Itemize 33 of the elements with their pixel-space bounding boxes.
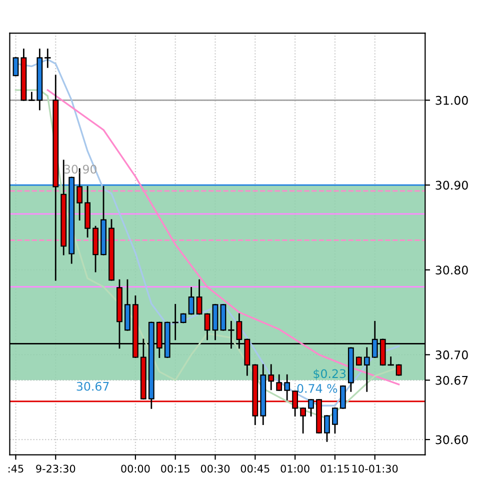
candlestick [284, 374, 290, 400]
y-tick-label: 31.00 [436, 96, 468, 105]
candlestick [332, 407, 338, 434]
y-tick-label: 30.70 [436, 350, 468, 360]
x-tick-label: 9-23:30 [36, 464, 76, 473]
candlestick [188, 286, 194, 315]
candlestick [396, 364, 402, 376]
candlestick [12, 57, 19, 76]
y-tick-label: 30.80 [436, 266, 468, 275]
candlestick [276, 374, 282, 392]
candlestick [268, 364, 274, 390]
y-tick-label: 30.67 [436, 376, 468, 385]
candlestick [44, 48, 51, 68]
candlestick [300, 407, 306, 434]
candlestick [324, 415, 330, 442]
x-tick-label: 00:45 [240, 464, 270, 473]
y-tick-label: 30.60 [436, 435, 468, 444]
x-tick-label: 00:30 [200, 464, 230, 473]
x-tick-label: 01:00 [280, 464, 310, 473]
y-tick-label: 30.90 [436, 180, 468, 190]
candlestick [204, 313, 210, 340]
candlestick [308, 398, 314, 416]
annotation: $0.23 [314, 368, 346, 380]
annotation: 30.67 [76, 382, 109, 391]
x-tick-label: 01:15 [320, 464, 350, 473]
x-tick-label: 00:15 [161, 464, 190, 473]
candlestick [196, 279, 202, 315]
candlestick [364, 347, 370, 392]
x-tick-label: 10-01:30 [352, 464, 398, 473]
x-tick-label: :45 [8, 464, 24, 473]
x-tick-label: 00:00 [121, 464, 150, 473]
annotation: 0.74 % [297, 384, 338, 393]
candlestick [340, 385, 346, 409]
